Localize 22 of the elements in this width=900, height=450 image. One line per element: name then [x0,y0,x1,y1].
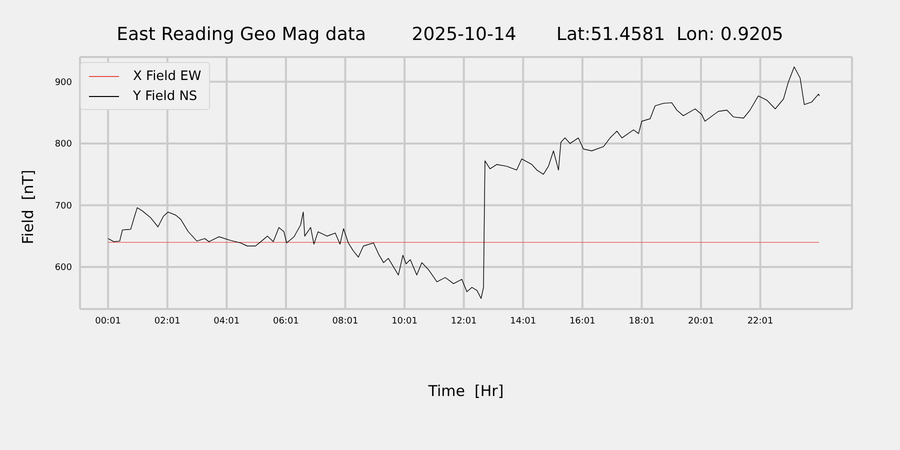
y-tick-label: 800 [54,140,72,150]
legend-label: X Field EW [133,68,202,84]
legend-label: Y Field NS [133,88,198,104]
x-tick-label: 06:01 [272,316,299,326]
x-tick-label: 08:01 [332,316,358,326]
x-tick-label: 02:01 [154,316,180,326]
chart-title: East Reading Geo Mag data 2025-10-14 Lat:51.4581 Lon: 0.9205 [116,24,784,45]
x-tick-label: 04:01 [214,316,240,326]
x-tick-label: 18:01 [628,316,655,326]
x-tick-label: 14:01 [510,316,536,326]
line-series [108,66,820,299]
x-tick-label: 10:01 [392,316,418,326]
x-axis-title: Time [Hr] [427,382,505,400]
x-tick-label: 00:01 [95,316,122,326]
x-tick-label: 20:01 [688,316,714,326]
x-tick-label: 22:01 [747,316,774,326]
x-tick-label: 12:01 [450,316,477,326]
y-tick-label: 600 [54,263,72,274]
x-tick-label: 16:01 [569,316,596,326]
y-tick-label: 900 [54,78,72,88]
y-axis-title: Field [nT] [19,170,37,244]
y-tick-label: 700 [54,201,72,212]
